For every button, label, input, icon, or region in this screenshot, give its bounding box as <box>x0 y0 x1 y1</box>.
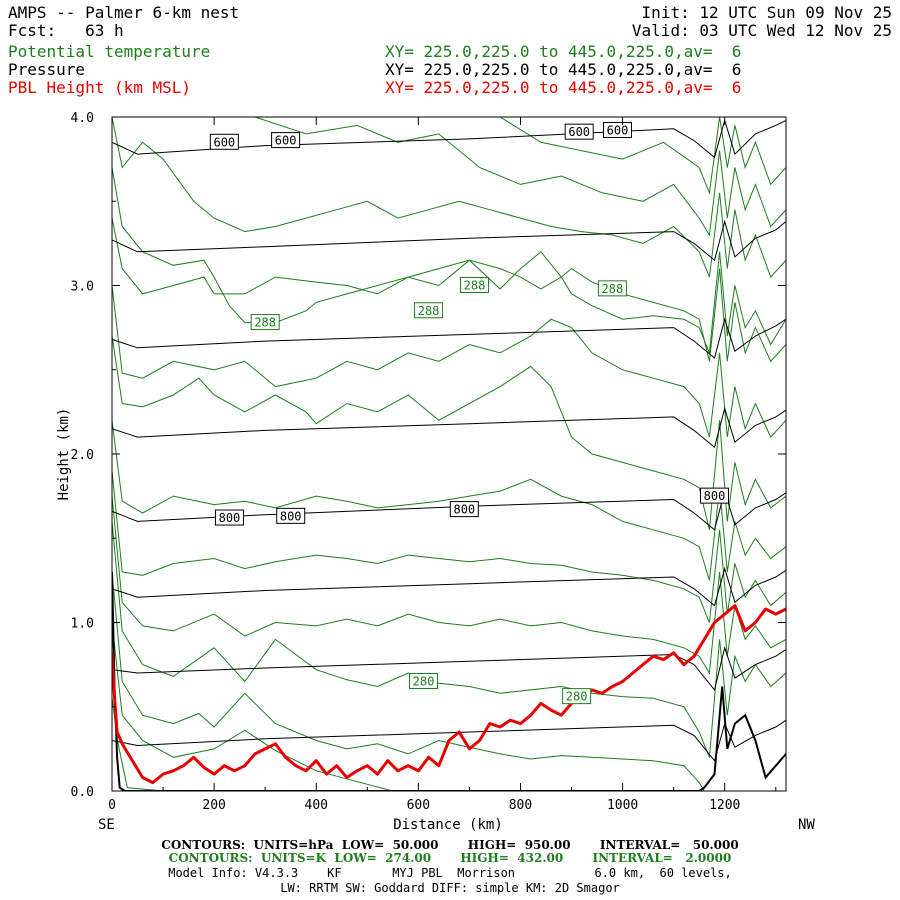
axes: 0 200 400 600 800 1000 1200 0.0 1.0 2.0 3.0 4.0 <box>71 111 786 813</box>
contour-label-text: 600 <box>607 123 629 137</box>
pressure-contours <box>112 118 786 762</box>
pbl-height-line <box>112 604 786 785</box>
theta-contour-292 <box>112 218 786 363</box>
contour-label-text: 288 <box>254 316 276 330</box>
contour-label-text: 800 <box>704 489 726 503</box>
legend-theta-xy: XY= 225.0,225.0 to 445.0,225.0,av= 6 <box>385 42 742 61</box>
contour-labels: 600 600 600 600 800 800 800 800 288 288 288 288 280 2… <box>209 121 730 705</box>
contour-label-text: 288 <box>418 304 440 318</box>
pressure-contour-950 <box>112 719 786 762</box>
theta-contour-282 <box>112 496 786 675</box>
y-tick-label: 2.0 <box>71 448 94 463</box>
y-tick-label: 0.0 <box>71 785 94 800</box>
y-tick-label: 1.0 <box>71 617 94 632</box>
theta-contour-296 <box>112 117 786 279</box>
y-tick-label: 4.0 <box>71 111 94 126</box>
terrain-profile <box>112 571 786 791</box>
pressure-contour-800 <box>112 489 786 531</box>
x-tick-label: 400 <box>305 798 328 813</box>
contour-label-288: 288 <box>597 280 627 297</box>
x-tick-label: 1200 <box>709 798 740 813</box>
legend-pbl-name: PBL Height (km MSL) <box>8 78 192 97</box>
footer-theta-contours: CONTOURS: UNITS=K LOW= 274.00 HIGH= 432.… <box>168 851 732 865</box>
contour-label-text: 800 <box>453 503 475 517</box>
theta-contour-294 <box>112 167 786 354</box>
contour-label-280: 280 <box>408 672 438 689</box>
contour-label-text: 800 <box>280 509 302 523</box>
terrain-line <box>112 571 786 791</box>
footer-model-info: Model Info: V4.3.3 KF MYJ PBL Morrison 6… <box>168 866 732 880</box>
pressure-contour-600 <box>112 118 786 159</box>
x-tick-label: 800 <box>509 798 532 813</box>
x-tick-label: 1000 <box>607 798 638 813</box>
pressure-contour-750 <box>112 406 786 449</box>
pressure-contour-700 <box>112 317 786 359</box>
pressure-contour-900 <box>112 646 786 692</box>
pbl-height-series <box>112 604 786 785</box>
contour-label-600: 600 <box>564 123 594 140</box>
contour-label-text: 600 <box>568 125 590 139</box>
x-tick-label: 200 <box>202 798 225 813</box>
contour-label-288: 288 <box>250 314 280 331</box>
contour-label-800: 800 <box>214 509 244 526</box>
footer-physics-info: LW: RRTM SW: Goddard DIFF: simple KM: 2D… <box>280 881 620 895</box>
contour-label-text: 800 <box>219 511 241 525</box>
contour-label-text: 288 <box>602 282 624 296</box>
legend-theta-name: Potential temperature <box>8 42 211 61</box>
contour-label-600: 600 <box>603 121 632 138</box>
contour-label-text: 288 <box>464 279 486 293</box>
contour-label-600: 600 <box>209 133 239 150</box>
contour-label-text: 280 <box>566 690 588 704</box>
theta-contour-280 <box>112 521 786 758</box>
chart-title: AMPS -- Palmer 6-km nest <box>8 3 240 22</box>
theta-contour-274 <box>112 698 649 791</box>
contour-label-text: 280 <box>413 674 435 688</box>
contour-label-text: 600 <box>213 135 235 149</box>
contour-label-text: 600 <box>275 134 297 148</box>
theta-contours <box>112 117 786 791</box>
left-end-label: SE <box>98 817 115 833</box>
y-axis-label: Height (km) <box>56 408 72 501</box>
theta-contour-288 <box>112 335 786 530</box>
theta-contour-300 <box>499 117 786 195</box>
footer-pressure-contours: CONTOURS: UNITS=hPa LOW= 50.000 HIGH= 95… <box>161 838 739 852</box>
plot-frame <box>111 116 787 792</box>
contour-label-288: 288 <box>460 277 490 293</box>
legend-pressure-name: Pressure <box>8 60 86 79</box>
pressure-contour-650 <box>112 219 786 262</box>
theta-contour-290 <box>112 285 786 438</box>
valid-time: Valid: 03 UTC Wed 12 Nov 25 <box>631 21 892 40</box>
contour-label-800: 800 <box>700 487 730 504</box>
contour-label-600: 600 <box>271 132 301 149</box>
contour-label-800: 800 <box>276 507 306 524</box>
contour-label-280: 280 <box>562 688 592 705</box>
legend-pbl-xy: XY= 225.0,225.0 to 445.0,225.0,av= 6 <box>385 78 742 97</box>
contour-label-800: 800 <box>449 501 479 518</box>
pressure-contour-850 <box>112 566 786 607</box>
theta-contour-276 <box>112 622 393 791</box>
contour-label-288: 288 <box>414 302 444 319</box>
theta-contour-284 <box>112 470 786 623</box>
theta-contour-298 <box>254 117 786 237</box>
x-axis-label: Distance (km) <box>393 817 503 833</box>
legend-pressure-xy: XY= 225.0,225.0 to 445.0,225.0,av= 6 <box>385 60 742 79</box>
init-time: Init: 12 UTC Sun 09 Nov 25 <box>641 3 892 22</box>
x-tick-label: 0 <box>108 798 116 813</box>
forecast-hour: Fcst: 63 h <box>8 21 124 40</box>
right-end-label: NW <box>798 817 815 833</box>
x-tick-label: 600 <box>407 798 430 813</box>
theta-contour-278 <box>112 571 705 791</box>
y-tick-label: 3.0 <box>71 280 94 295</box>
theta-contour-286 <box>112 420 786 581</box>
